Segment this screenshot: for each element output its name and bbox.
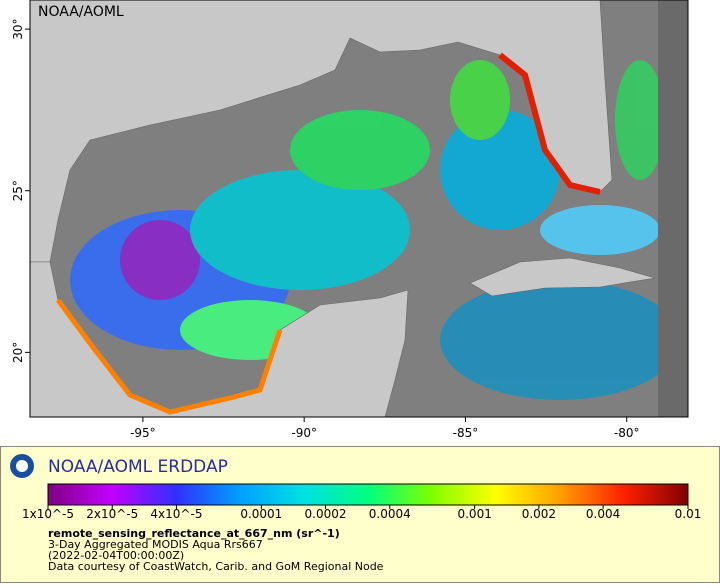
x-tick-label: -80° xyxy=(614,426,640,440)
coastal-high xyxy=(55,298,283,415)
colorbar-tick-label: 0.0002 xyxy=(305,507,347,521)
y-tick-label: 20° xyxy=(11,342,25,363)
variable: remote_sensing_reflectance_at_667_nm (sr… xyxy=(48,527,340,540)
x-tick-label: -95° xyxy=(130,426,156,440)
colorbar xyxy=(47,483,689,506)
legend-title: NOAA/AOML ERDDAP xyxy=(48,457,228,477)
colorbar-tick-label: 2x10^-5 xyxy=(86,507,138,521)
map-frame xyxy=(29,0,689,418)
colorbar-tick-label: 0.0004 xyxy=(369,507,411,521)
legend-line: Data courtesy of CoastWatch, Carib. and … xyxy=(48,560,384,573)
colorbar-tick-label: 0.004 xyxy=(586,507,620,521)
logo xyxy=(16,460,28,472)
colorbar-tick-label: 4x10^-5 xyxy=(150,507,202,521)
legend-line: (2022-02-04T00:00:00Z) xyxy=(48,549,184,562)
map xyxy=(30,0,688,417)
y-tick-label: 25° xyxy=(11,180,25,201)
colorbar-ticks: 1x10^-5 2x10^-5 4x10^-5 0.0001 0.0002 0.0004 0… xyxy=(22,505,701,521)
colorbar-tick-label: 0.002 xyxy=(522,507,556,521)
corner-label: NOAA/AOML xyxy=(38,4,124,20)
no-data-strip xyxy=(658,0,688,417)
legend-lines: 3-Day Aggregated MODIS Aqua Rrs667(2022-… xyxy=(48,538,384,573)
cuba xyxy=(469,257,656,297)
colorbar-tick-label: 0.001 xyxy=(457,507,491,521)
axes: -95° -90° -85° -80° 20° 25° 30° xyxy=(11,18,640,440)
land-north xyxy=(30,0,613,263)
y-tick-label: 30° xyxy=(11,18,25,39)
coastal-high xyxy=(498,52,601,195)
colorbar-tick-label: 0.0001 xyxy=(240,507,282,521)
colorbar-tick-label: 0.01 xyxy=(675,507,702,521)
legend-line: 3-Day Aggregated MODIS Aqua Rrs667 xyxy=(48,538,263,551)
colorbar-tick-label: 1x10^-5 xyxy=(22,507,74,521)
data-patches xyxy=(70,60,680,400)
x-tick-label: -85° xyxy=(453,426,479,440)
x-tick-label: -90° xyxy=(291,426,317,440)
